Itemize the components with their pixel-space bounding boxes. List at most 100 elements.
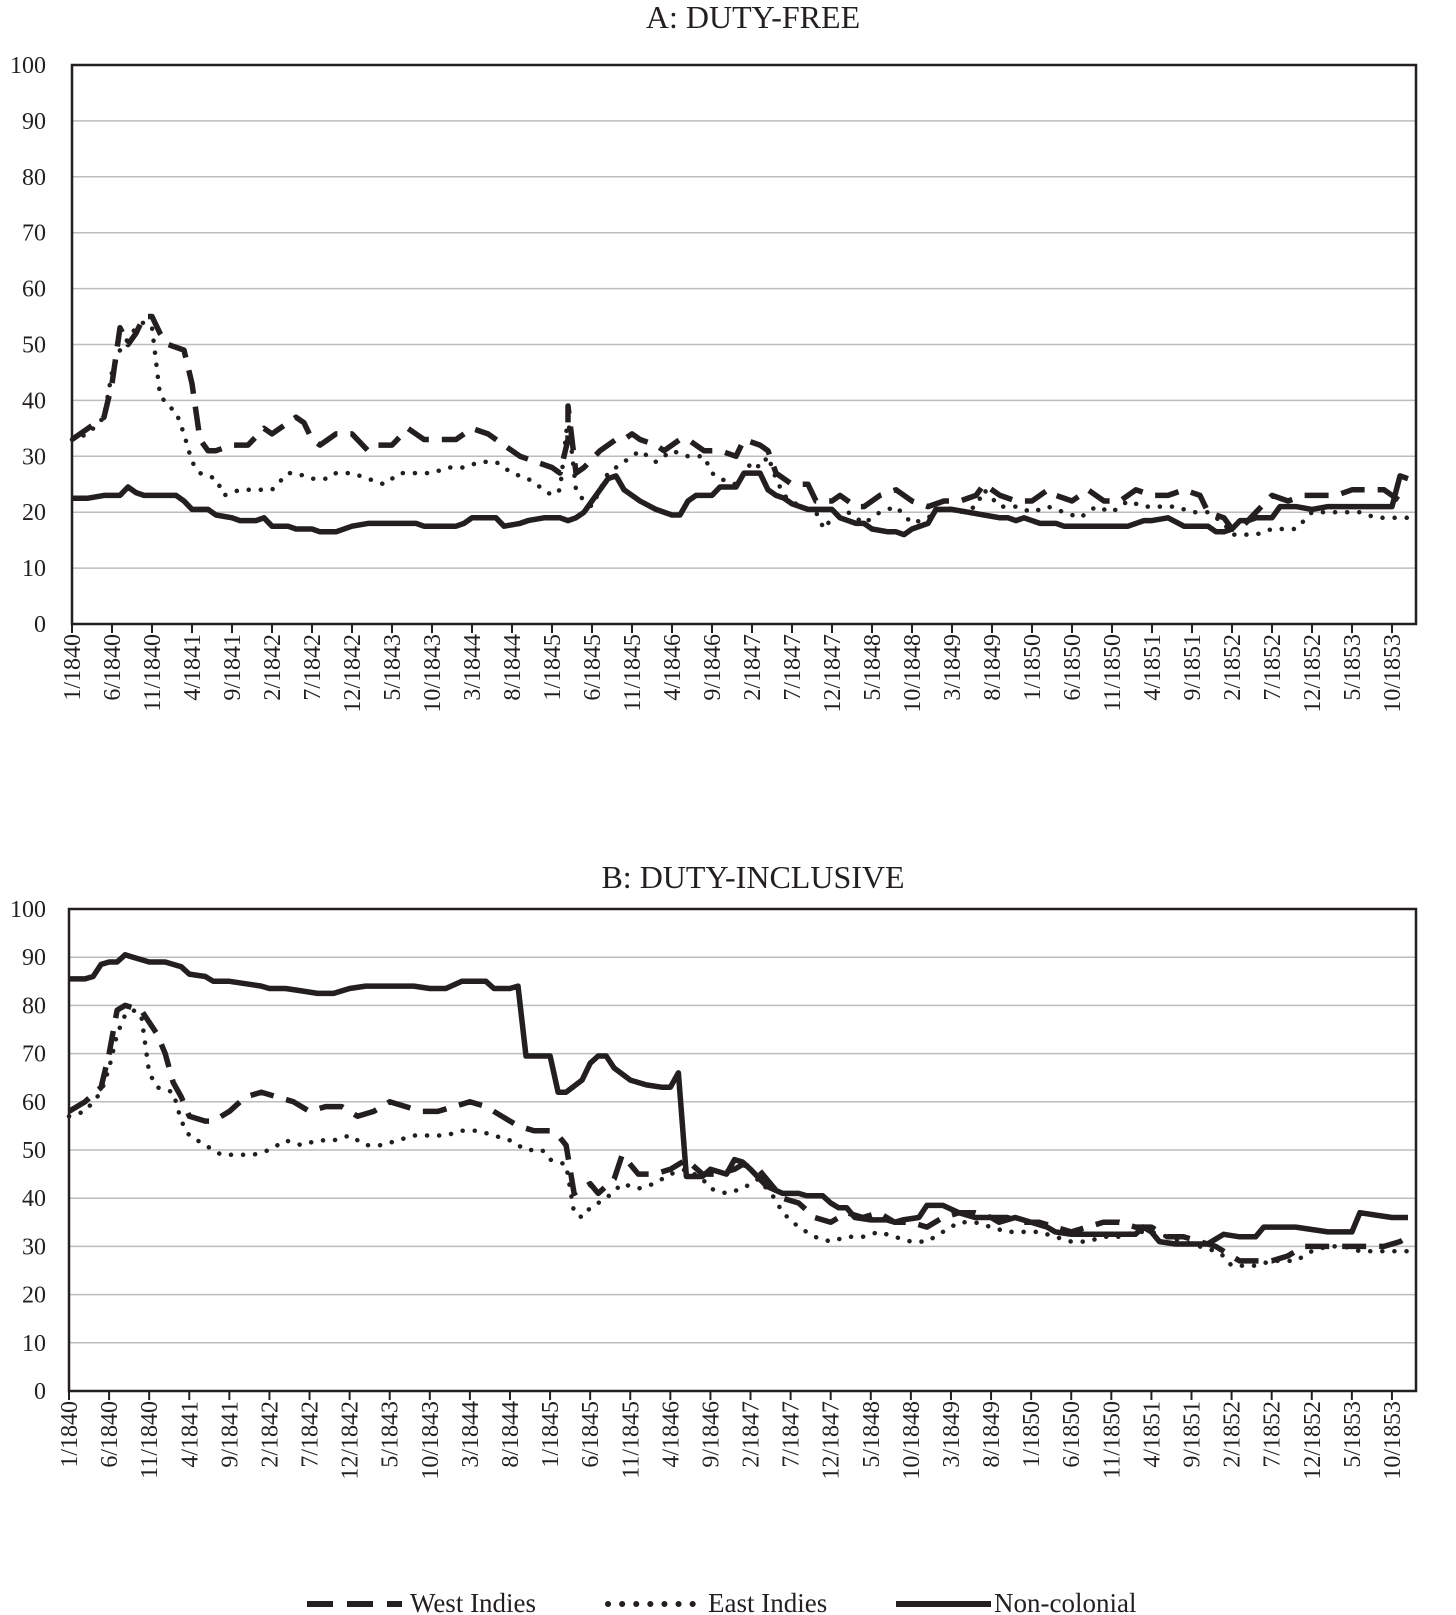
y-tick-label: 50	[22, 1138, 46, 1164]
x-tick-label: 6/1850	[1060, 634, 1086, 701]
x-tick-label: 4/1851	[1140, 634, 1166, 701]
x-tick-label: 10/1853	[1380, 634, 1406, 713]
x-tick-label: 10/1843	[418, 1401, 444, 1480]
series-east-indies	[66, 1007, 1411, 1268]
x-tick-label: 11/1840	[140, 634, 166, 712]
series-east-indies	[69, 319, 1411, 537]
panel-b-y-axis: 0 10 20 30 40 50 60 70 80 90 100	[10, 897, 46, 1405]
y-tick-label: 20	[22, 500, 46, 526]
x-tick-label: 12/1852	[1300, 1401, 1326, 1480]
x-tick-label: 5/1853	[1340, 1401, 1366, 1468]
y-tick-label: 60	[22, 1090, 46, 1116]
x-tick-label: 8/1849	[980, 634, 1006, 701]
x-tick-label: 7/1852	[1260, 1401, 1286, 1468]
x-tick-label: 2/1847	[739, 1401, 765, 1468]
series-west-indies	[70, 313, 1408, 532]
x-tick-label: 1/1840	[57, 1401, 83, 1468]
x-tick-label: 5/1848	[860, 634, 886, 701]
x-tick-label: 10/1843	[420, 634, 446, 713]
x-tick-label: 7/1842	[298, 1401, 324, 1468]
x-tick-label: 4/1846	[660, 634, 686, 701]
y-tick-label: 70	[22, 221, 46, 247]
panel-b-plot-frame	[67, 907, 1418, 1393]
x-tick-label: 11/1845	[618, 1401, 644, 1479]
x-tick-label: 5/1843	[378, 1401, 404, 1468]
x-tick-label: 4/1851	[1139, 1401, 1165, 1468]
x-tick-label: 10/1853	[1380, 1401, 1406, 1480]
panel-a-plot-frame	[70, 63, 1418, 626]
x-tick-label: 5/1853	[1340, 634, 1366, 701]
x-tick-label: 9/1846	[698, 1401, 724, 1468]
x-tick-label: 1/1845	[540, 634, 566, 701]
series-non-colonial	[69, 952, 1408, 1247]
x-tick-label: 6/1840	[100, 634, 126, 701]
x-tick-label: 7/1842	[300, 634, 326, 701]
x-tick-label: 8/1844	[498, 1401, 524, 1468]
x-tick-label: 8/1849	[979, 1401, 1005, 1468]
x-tick-label: 8/1844	[500, 634, 526, 701]
y-tick-label: 40	[22, 388, 46, 414]
y-tick-label: 10	[22, 1331, 46, 1357]
x-tick-label: 1/1845	[538, 1401, 564, 1468]
y-tick-label: 80	[22, 165, 46, 191]
x-tick-label: 9/1846	[700, 634, 726, 701]
y-tick-label: 30	[22, 444, 46, 470]
x-tick-label: 11/1850	[1100, 634, 1126, 712]
x-tick-label: 6/1845	[578, 1401, 604, 1468]
legend-non-colonial-label: Non-colonial	[994, 1588, 1136, 1615]
x-tick-label: 9/1851	[1180, 1401, 1206, 1468]
panel-a-x-axis: 1/1840 6/1840 11/1840 4/1841 9/1841 2/1842 7/1…	[60, 624, 1406, 713]
y-tick-label: 90	[22, 945, 46, 971]
x-tick-label: 12/1842	[340, 634, 366, 713]
panel-b-x-axis: 1/1840 6/1840 11/1840 4/1841 9/1841 2/1842 7/1…	[57, 1391, 1406, 1480]
panel-a-duty-free: A: DUTY-FREE 0 10 20 30 40 50 60 70 80 90 100 1/18…	[10, 0, 1418, 713]
x-tick-label: 11/1840	[137, 1401, 163, 1479]
legend-east-indies-label: East Indies	[708, 1588, 827, 1615]
y-tick-label: 100	[10, 53, 46, 79]
x-tick-label: 12/1847	[820, 634, 846, 713]
y-tick-label: 50	[22, 333, 46, 359]
x-tick-label: 7/1847	[779, 1401, 805, 1468]
y-tick-label: 90	[22, 109, 46, 135]
x-tick-label: 11/1845	[620, 634, 646, 712]
x-tick-label: 10/1848	[900, 634, 926, 713]
x-tick-label: 9/1841	[217, 1401, 243, 1468]
x-tick-label: 10/1848	[899, 1401, 925, 1480]
x-tick-label: 2/1842	[260, 634, 286, 701]
x-tick-label: 2/1852	[1220, 634, 1246, 701]
x-tick-label: 5/1843	[380, 634, 406, 701]
panel-b-series	[66, 952, 1411, 1268]
x-tick-label: 6/1845	[580, 634, 606, 701]
y-tick-label: 30	[22, 1234, 46, 1260]
x-tick-label: 4/1841	[180, 634, 206, 701]
x-tick-label: 9/1841	[220, 634, 246, 701]
x-tick-label: 9/1851	[1180, 634, 1206, 701]
y-tick-label: 60	[22, 277, 46, 303]
panel-b-title: B: DUTY-INCLUSIVE	[601, 859, 904, 895]
panel-b-duty-inclusive: B: DUTY-INCLUSIVE 0 10 20 30 40 50 60 70 80 90 100…	[10, 859, 1418, 1480]
x-tick-label: 11/1850	[1099, 1401, 1125, 1479]
x-tick-label: 2/1842	[257, 1401, 283, 1468]
x-tick-label: 6/1840	[97, 1401, 123, 1468]
panel-a-title: A: DUTY-FREE	[646, 0, 860, 35]
x-tick-label: 4/1841	[177, 1401, 203, 1468]
y-tick-label: 10	[22, 556, 46, 582]
x-tick-label: 6/1850	[1059, 1401, 1085, 1468]
x-tick-label: 1/1850	[1020, 634, 1046, 701]
y-tick-label: 0	[34, 612, 46, 638]
x-tick-label: 4/1846	[658, 1401, 684, 1468]
x-tick-label: 5/1848	[859, 1401, 885, 1468]
panel-a-gridlines	[72, 120, 1416, 569]
y-tick-label: 0	[34, 1379, 46, 1405]
legend: West Indies East Indies Non-colonial	[307, 1588, 1136, 1615]
y-tick-label: 70	[22, 1042, 46, 1068]
y-tick-label: 20	[22, 1283, 46, 1309]
x-tick-label: 12/1842	[338, 1401, 364, 1480]
x-tick-label: 1/1850	[1019, 1401, 1045, 1468]
x-tick-label: 3/1849	[940, 634, 966, 701]
y-tick-label: 100	[10, 897, 46, 923]
panel-a-series	[69, 313, 1411, 538]
series-non-colonial	[72, 470, 1409, 538]
x-tick-label: 3/1844	[458, 1401, 484, 1468]
